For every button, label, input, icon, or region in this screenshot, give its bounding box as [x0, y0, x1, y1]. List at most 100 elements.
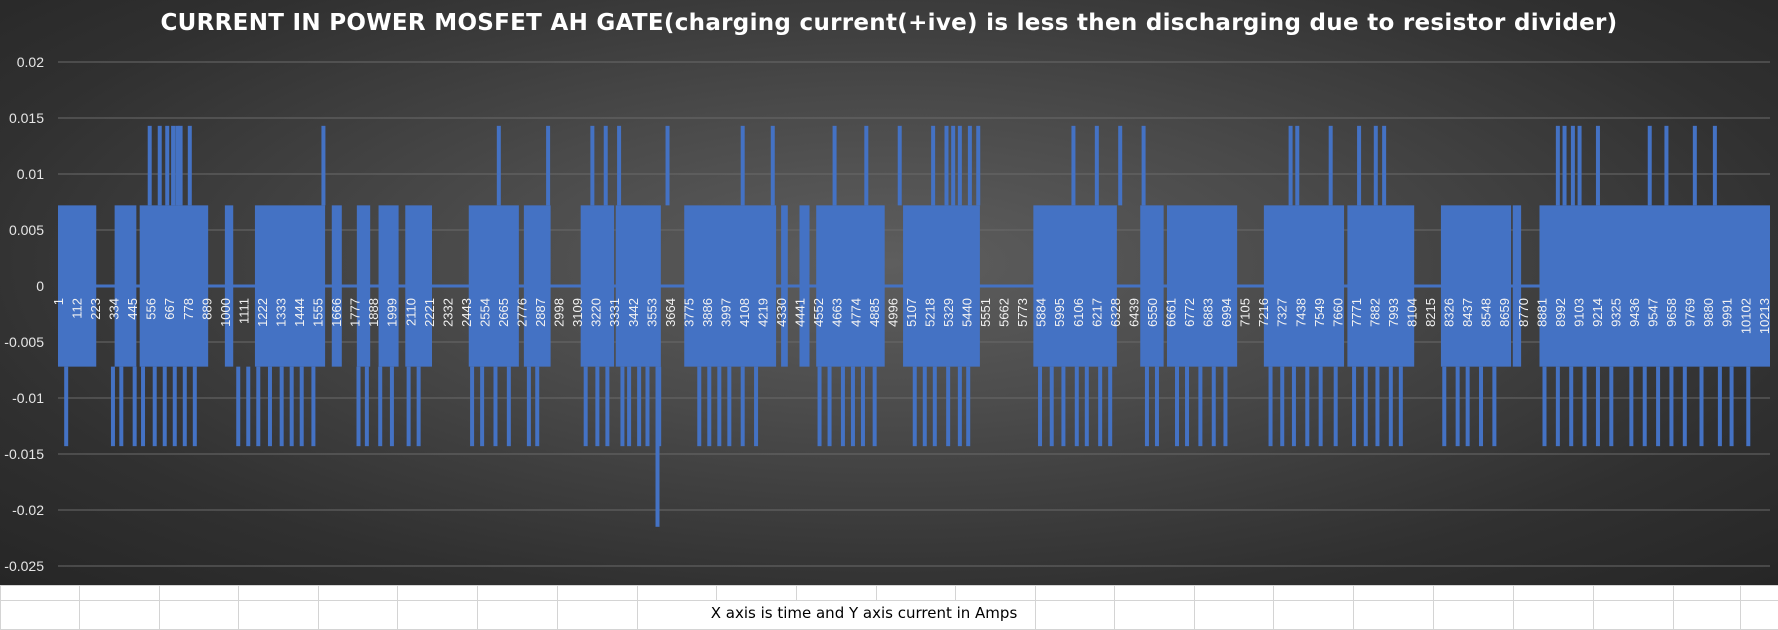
series-spike — [1746, 366, 1751, 447]
series-spike — [1647, 125, 1652, 206]
x-tick-label: 6439 — [1126, 298, 1141, 327]
series-spike — [1118, 125, 1123, 206]
series-spike — [1280, 366, 1285, 447]
series-spike — [860, 366, 865, 447]
series-spike — [932, 366, 937, 447]
series-spike — [605, 366, 610, 447]
x-tick-label: 6217 — [1089, 298, 1104, 327]
x-tick-label: 1888 — [366, 298, 381, 327]
series-spike — [535, 366, 540, 447]
series-spike — [957, 125, 962, 206]
x-tick-label: 5551 — [978, 298, 993, 327]
x-tick-label: 3331 — [607, 298, 622, 327]
series-spike — [944, 125, 949, 206]
series-spike — [1223, 366, 1228, 447]
x-tick-label: 1777 — [348, 298, 363, 327]
x-tick-label: 5884 — [1034, 298, 1049, 327]
series-spike — [1664, 125, 1669, 206]
x-tick-label: 3997 — [718, 298, 733, 327]
plot-svg: 0.02 0.015 0.01 0.005 0 -0.005 -0.01 -0.015 -0.0… — [4, 54, 1772, 574]
x-tick-label: 3664 — [663, 298, 678, 327]
x-tick-label: 5329 — [941, 298, 956, 327]
x-tick-label: 6328 — [1108, 298, 1123, 327]
chart-title: CURRENT IN POWER MOSFET AH GATE(charging… — [160, 10, 1618, 36]
series-spike — [289, 366, 294, 447]
x-tick-label: 7771 — [1349, 298, 1364, 327]
x-tick-label: 4219 — [756, 298, 771, 327]
series-spike — [1038, 366, 1043, 447]
series-spike — [966, 366, 971, 447]
series-spike — [182, 366, 187, 447]
series-spike — [1595, 366, 1600, 447]
series-spike — [1595, 125, 1600, 206]
series-spike — [279, 366, 284, 447]
x-tick-label: 1555 — [311, 298, 326, 327]
x-tick-label: 8104 — [1405, 298, 1420, 327]
series-spike — [922, 366, 927, 447]
series-segment — [1512, 205, 1522, 367]
x-tick-label: 3442 — [626, 298, 641, 327]
series-spike — [1071, 125, 1076, 206]
x-tick-label: 3886 — [700, 298, 715, 327]
series-segment — [580, 205, 615, 367]
x-tick-label: 1 — [51, 298, 66, 305]
series-segment — [378, 205, 399, 367]
series-segment — [903, 205, 980, 367]
series-spike — [840, 366, 845, 447]
x-tick-label: 3553 — [644, 298, 659, 327]
series-spike — [1542, 366, 1547, 447]
series-spike — [162, 366, 167, 447]
x-tick-label: 889 — [199, 298, 214, 320]
series-segment — [468, 205, 519, 367]
series-segment — [816, 205, 885, 367]
series-segment — [224, 205, 234, 367]
series-spike — [1577, 125, 1582, 206]
x-tick-label: 1333 — [273, 298, 288, 327]
x-tick-label: 8881 — [1534, 298, 1549, 327]
series-spike — [267, 366, 272, 447]
series-spike — [175, 125, 180, 206]
series-spike — [152, 366, 157, 447]
series-segment — [523, 205, 551, 367]
series-spike — [754, 366, 759, 447]
series-spike — [717, 366, 722, 447]
x-tick-label: 7549 — [1312, 298, 1327, 327]
series-spike — [321, 125, 326, 206]
series-spike — [299, 366, 304, 447]
x-tick-label: 9214 — [1590, 298, 1605, 327]
series-segment — [1166, 205, 1238, 367]
series-segment — [58, 205, 97, 367]
x-tick-label: 8659 — [1497, 298, 1512, 327]
series-spike — [627, 366, 632, 447]
series-segment — [1347, 205, 1415, 367]
x-tick-label: 9880 — [1701, 298, 1716, 327]
series-spike — [1682, 366, 1687, 447]
x-tick-label: 9658 — [1664, 298, 1679, 327]
series-spike — [147, 125, 152, 206]
x-tick-label: 3220 — [589, 298, 604, 327]
x-tick-label: 7882 — [1367, 298, 1382, 327]
series-spike — [1305, 366, 1310, 447]
x-tick-label: 4885 — [867, 298, 882, 327]
series-spike — [1382, 125, 1387, 206]
series-spike — [256, 366, 261, 447]
series-spike — [850, 366, 855, 447]
series-spike — [590, 125, 595, 206]
series-spike — [1609, 366, 1614, 447]
series-spike — [931, 125, 936, 206]
x-tick-label: 7660 — [1330, 298, 1345, 327]
series-spike — [1333, 366, 1338, 447]
x-tick-label: 8215 — [1423, 298, 1438, 327]
x-tick-label: 334 — [107, 298, 122, 320]
series-spike — [1144, 366, 1149, 447]
series-spike — [864, 125, 869, 206]
series-spike — [620, 366, 625, 447]
spreadsheet-rows — [0, 585, 1778, 630]
series-spike — [1318, 366, 1323, 447]
x-tick-label: 2554 — [477, 298, 492, 327]
x-tick-label: 6550 — [1145, 298, 1160, 327]
x-tick-label: 4108 — [737, 298, 752, 327]
axis-caption-cell[interactable]: X axis is time and Y axis current in Amp… — [710, 604, 1018, 622]
series-spike — [1479, 366, 1484, 447]
series-spike — [1094, 125, 1099, 206]
